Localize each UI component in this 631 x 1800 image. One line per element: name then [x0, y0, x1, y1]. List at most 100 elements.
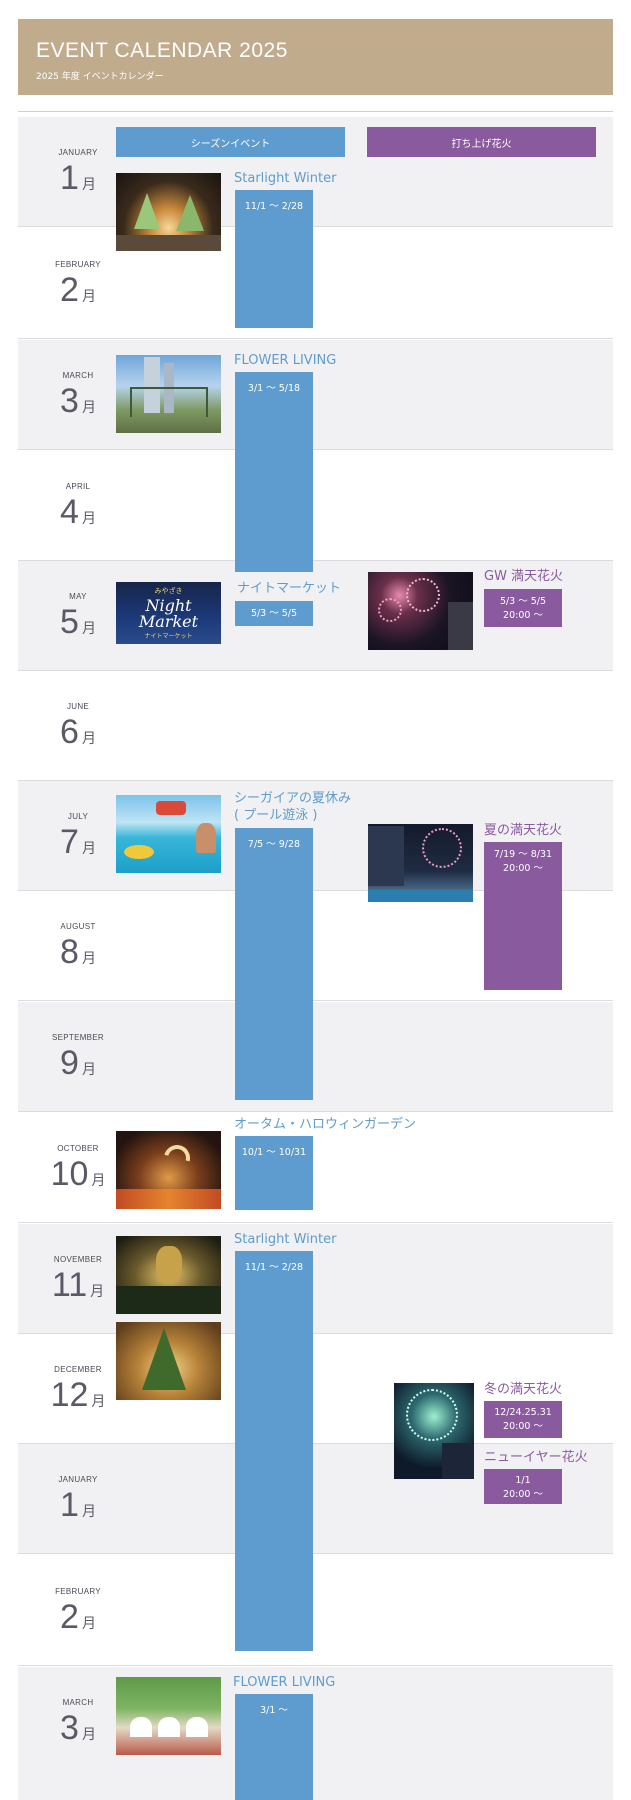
cabana-shape [130, 1717, 152, 1737]
month-number-value: 7 [60, 823, 79, 861]
month-number-value: 2 [60, 1598, 79, 1636]
tree-shape [176, 195, 204, 231]
event-title-night-market[interactable]: ナイトマーケット [237, 581, 342, 596]
event-title-winter-fireworks[interactable]: 冬の満天花火 [484, 1382, 563, 1397]
legend-season: シーズンイベント [116, 127, 345, 157]
month-row: DECEMBER 12 月 [18, 1334, 613, 1444]
month-row: APRIL 4 月 [18, 451, 613, 561]
photo-night-market[interactable]: みやざき Night Market ナイトマーケット [116, 582, 221, 644]
month-suffix: 月 [81, 620, 96, 636]
cabana-shape [186, 1717, 208, 1737]
event-time: 20:00 〜 [503, 1488, 543, 1500]
month-number-value: 6 [60, 713, 79, 751]
month-suffix: 月 [81, 176, 96, 192]
firework-burst [406, 578, 440, 612]
tree-shape [142, 1328, 186, 1390]
event-dates: 3/1 〜 5/18 [247, 383, 301, 394]
event-title-starlight-winter-2[interactable]: Starlight Winter [234, 1232, 337, 1247]
event-bar-flower-living-2[interactable]: 3/1 〜 [235, 1694, 313, 1800]
event-bar-gw-fireworks[interactable]: 5/3 〜 5/5 20:00 〜 [484, 589, 562, 627]
month-suffix: 月 [91, 1393, 106, 1409]
month-number-value: 9 [60, 1044, 79, 1082]
month-suffix: 月 [81, 1503, 96, 1519]
month-name-en: APRIL [65, 482, 91, 491]
month-name-en: JANUARY [58, 1475, 98, 1484]
ground-shape [116, 235, 221, 251]
month-number-value: 1 [60, 1486, 79, 1524]
month-name-en: FEBRUARY [55, 1587, 101, 1596]
month-suffix: 月 [81, 950, 96, 966]
event-title-summer-pool[interactable]: シーガイアの夏休み [234, 791, 352, 806]
photo-winter-fireworks[interactable] [394, 1383, 474, 1479]
event-title-summer-pool-sub: ( プール遊泳 ) [234, 808, 318, 823]
event-bar-autumn-halloween[interactable]: 10/1 〜 10/31 [235, 1136, 313, 1210]
firework-burst [378, 598, 402, 622]
photo-starlight-winter[interactable] [116, 173, 221, 251]
event-dates: 7/19 〜 8/31 [493, 849, 553, 860]
event-dates: 1/1 [515, 1475, 531, 1486]
photo-starlight-garden[interactable] [116, 1236, 221, 1314]
month-name-en: SEPTEMBER [51, 1033, 105, 1042]
event-bar-summer-pool[interactable]: 7/5 〜 9/28 [235, 828, 313, 1100]
event-title-starlight-winter[interactable]: Starlight Winter [234, 171, 337, 186]
photo-gw-fireworks[interactable] [368, 572, 473, 650]
month-row: FEBRUARY 2 月 [18, 229, 613, 339]
month-number-value: 12 [50, 1376, 89, 1414]
tree-shape [156, 1246, 182, 1282]
photo-flower-living[interactable] [116, 355, 221, 433]
night-market-logo-top: みやざき [154, 587, 183, 595]
month-number: 10 月 [28, 1155, 128, 1194]
photo-summer-fireworks[interactable] [368, 824, 473, 902]
header-divider [18, 111, 613, 112]
month-name-en: DECEMBER [54, 1365, 102, 1374]
month-number-value: 2 [60, 271, 79, 309]
pumpkin-row-shape [116, 1189, 221, 1209]
photo-autumn-halloween[interactable] [116, 1131, 221, 1209]
event-bar-starlight-winter[interactable]: 11/1 〜 2/28 [235, 190, 313, 328]
month-name-en: AUGUST [60, 922, 96, 931]
month-row: FEBRUARY 2 月 [18, 1556, 613, 1666]
month-number-value: 5 [60, 603, 79, 641]
month-number-value: 3 [60, 382, 79, 420]
event-time: 20:00 〜 [503, 862, 543, 874]
event-dates: 7/5 〜 9/28 [247, 839, 301, 850]
month-suffix: 月 [81, 399, 96, 415]
building-shape [448, 602, 473, 650]
event-bar-starlight-winter-2[interactable]: 11/1 〜 2/28 [235, 1251, 313, 1651]
legend-fireworks: 打ち上げ花火 [367, 127, 596, 157]
event-bar-night-market[interactable]: 5/3 〜 5/5 [235, 601, 313, 626]
photo-flower-living-2[interactable] [116, 1677, 221, 1755]
month-suffix: 月 [91, 1172, 106, 1188]
page-title: EVENT CALENDAR 2025 [36, 39, 288, 62]
month-suffix: 月 [81, 730, 96, 746]
photo-christmas-tree[interactable] [116, 1322, 221, 1400]
event-title-newyear-fireworks[interactable]: ニューイヤー花火 [484, 1450, 588, 1465]
event-bar-winter-fireworks[interactable]: 12/24.25.31 20:00 〜 [484, 1401, 562, 1438]
event-title-flower-living-2[interactable]: FLOWER LIVING [233, 1675, 336, 1690]
month-suffix: 月 [81, 1726, 96, 1742]
event-title-autumn-halloween[interactable]: オータム・ハロウィンガーデン [234, 1117, 417, 1132]
month-number: 12 月 [28, 1376, 128, 1415]
month-suffix: 月 [81, 840, 96, 856]
event-bar-newyear-fireworks[interactable]: 1/1 20:00 〜 [484, 1469, 562, 1504]
building-shape [442, 1443, 474, 1479]
pool-shape [368, 890, 473, 902]
night-market-logo-line1: Night [145, 596, 192, 615]
photo-summer-pool[interactable] [116, 795, 221, 873]
event-bar-summer-fireworks[interactable]: 7/19 〜 8/31 20:00 〜 [484, 842, 562, 990]
event-title-gw-fireworks[interactable]: GW 満天花火 [484, 569, 564, 584]
month-row: AUGUST 8 月 [18, 891, 613, 1001]
month-number-value: 8 [60, 933, 79, 971]
event-bar-flower-living[interactable]: 3/1 〜 5/18 [235, 372, 313, 572]
building-shape [144, 357, 160, 413]
event-title-summer-fireworks[interactable]: 夏の満天花火 [484, 823, 563, 838]
event-title-flower-living[interactable]: FLOWER LIVING [234, 353, 337, 368]
building-shape [368, 826, 404, 886]
page-header: EVENT CALENDAR 2025 2025 年度 イベントカレンダー [18, 19, 613, 95]
month-name-en: JUNE [66, 702, 90, 711]
